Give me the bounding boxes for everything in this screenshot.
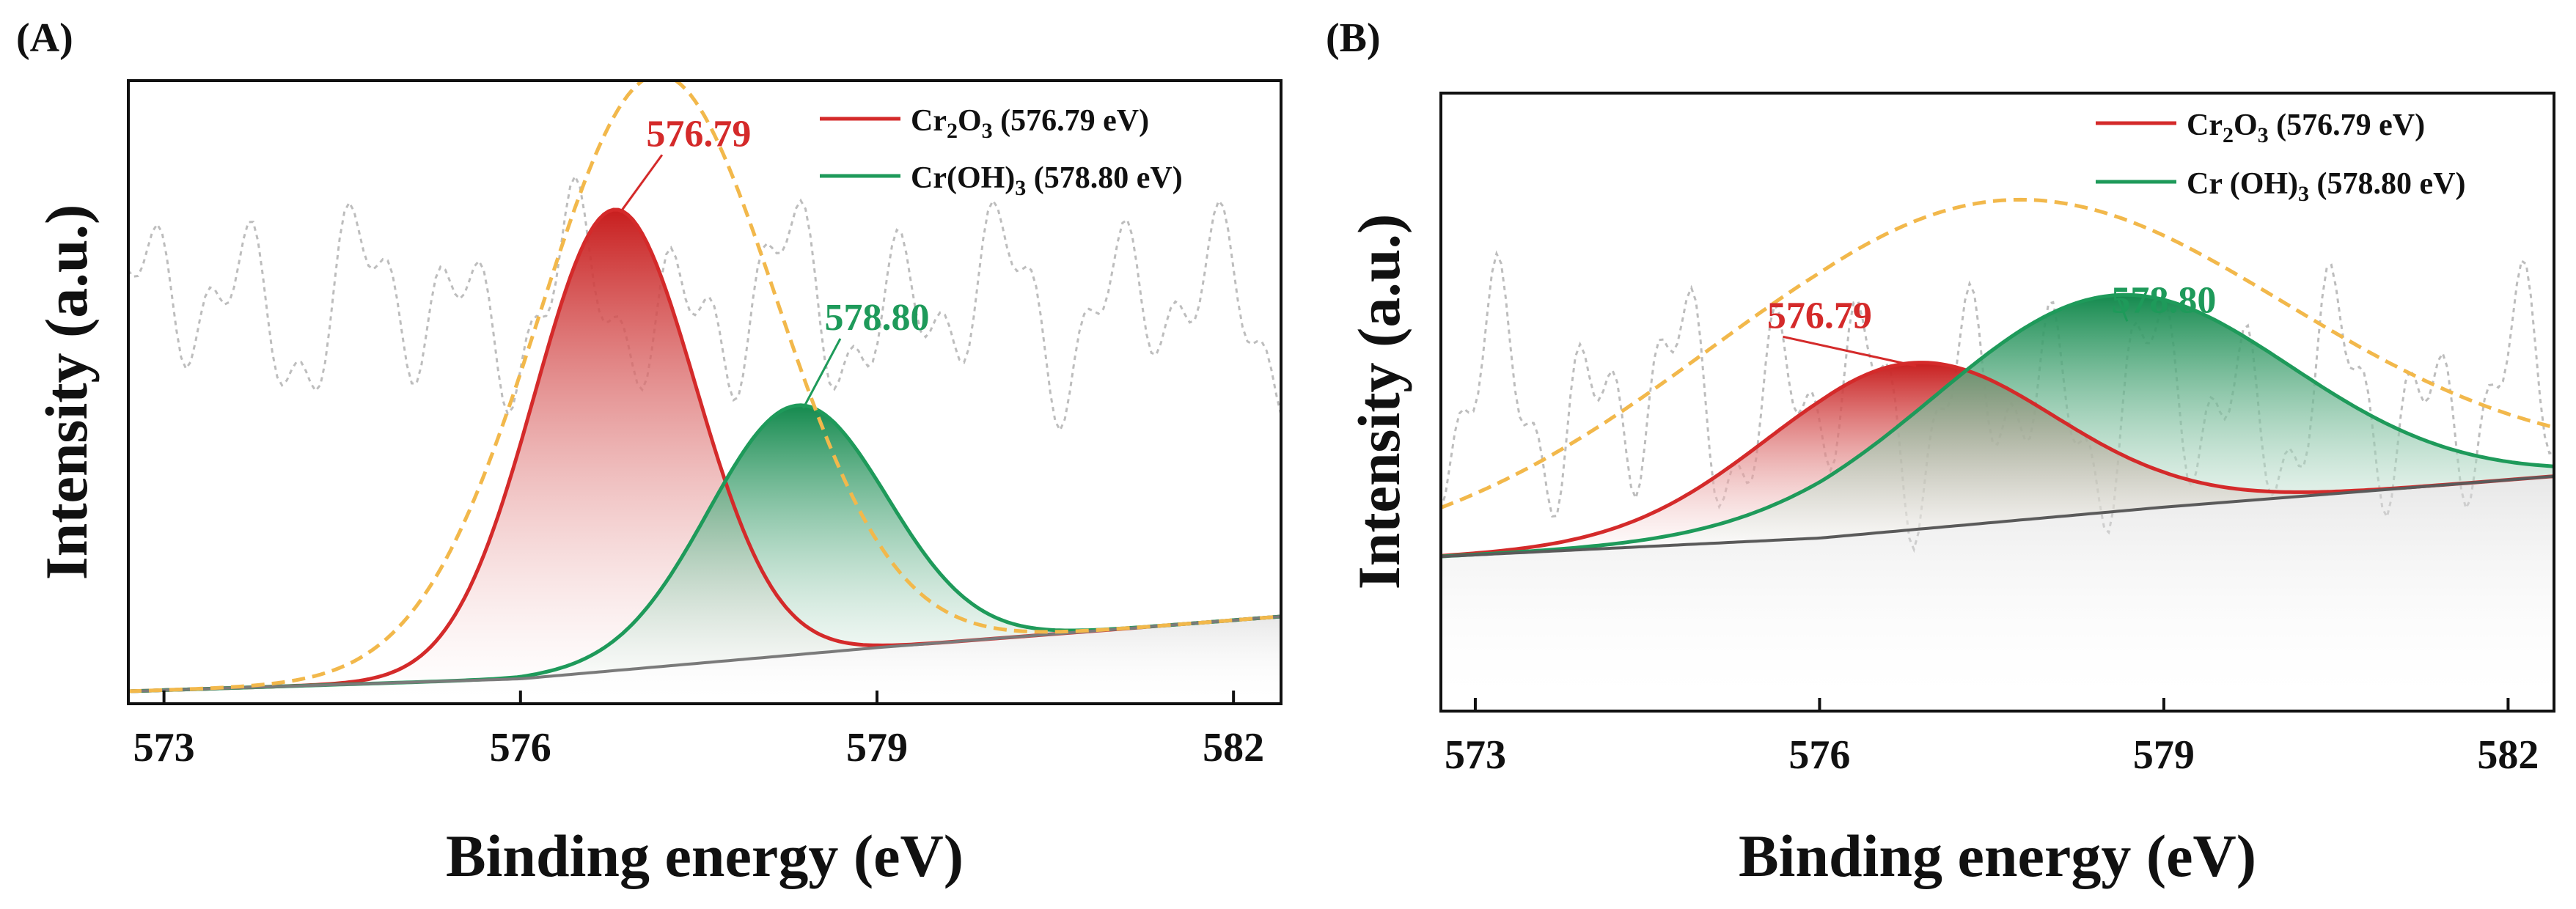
- panel-b-baseline-fill: [1441, 476, 2554, 711]
- panel-b: (B) 573 576 579 582 Binding energy (eV) Int…: [1326, 15, 2555, 889]
- panel-a-baseline-line: [128, 615, 1281, 693]
- panel-a-croh3-peak-fill: [128, 405, 1281, 691]
- panel-a-croh3-label-pointer: [802, 338, 842, 409]
- panel-b-croh3-label-pointer: [2117, 298, 2129, 322]
- panel-b-cr2o3-label-pointer: [1783, 335, 1917, 367]
- panel-a-x-tick-label: 579: [846, 725, 908, 770]
- panel-b-legend: Cr2O3 (576.79 eV) Cr (OH)3 (578.80 eV): [2096, 108, 2465, 206]
- panel-b-x-axis: 573 576 579 582: [1445, 698, 2539, 778]
- panel-b-croh3-peak-line: [1441, 292, 2554, 559]
- panel-b-y-axis-label: Intensity (a.u.): [1346, 214, 1412, 590]
- panel-b-baseline-line: [1441, 474, 2554, 559]
- panel-a-cr2o3-peak-label: 576.79: [646, 113, 751, 155]
- panel-b-legend-cr2o3-label: Cr2O3 (576.79 eV): [2187, 108, 2425, 147]
- panel-b-label: (B): [1326, 15, 1381, 61]
- panel-b-plot-frame: [1439, 92, 2555, 713]
- panel-a-x-axis-label: Binding energy (eV): [446, 822, 964, 889]
- panel-a-y-axis-label: Intensity (a.u.): [33, 205, 100, 581]
- panel-b-legend-croh3-label: Cr (OH)3 (578.80 eV): [2187, 167, 2465, 206]
- panel-b-x-axis-label: Binding energy (eV): [1739, 822, 2256, 889]
- panel-a-legend-cr2o3-label: Cr2O3 (576.79 eV): [911, 104, 1149, 143]
- panel-a-legend: Cr2O3 (576.79 eV) Cr(OH)3 (578.80 eV): [820, 104, 1183, 200]
- panel-b-envelope-line: [1441, 197, 2554, 509]
- panel-a-x-tick-label: 573: [133, 725, 195, 770]
- panel-a-legend-croh3-label: Cr(OH)3 (578.80 eV): [911, 161, 1183, 200]
- panel-a-envelope-line: [128, 81, 1281, 693]
- panel-b-x-tick-label: 576: [1788, 732, 1850, 778]
- panel-a-plot-frame: [127, 79, 1283, 705]
- panel-b-x-tick-label: 582: [2477, 732, 2539, 778]
- panel-b-x-tick-label: 579: [2133, 732, 2195, 778]
- panel-b-x-tick-label: 573: [1445, 732, 1506, 778]
- panel-a-baseline-fill: [128, 617, 1281, 704]
- panel-b-plot-clip: [1441, 197, 2554, 711]
- panel-a-cr2o3-peak-fill: [128, 210, 1281, 691]
- panel-a: (A) 573 576 579 582 Binding energy (eV) Int…: [16, 15, 1283, 889]
- panel-b-cr2o3-peak-label: 576.79: [1767, 295, 1872, 336]
- panel-a-label: (A): [16, 15, 73, 61]
- panel-a-x-tick-label: 576: [490, 725, 551, 770]
- panel-a-croh3-peak-label: 578.80: [824, 297, 929, 339]
- panel-b-croh3-peak-label: 578.80: [2111, 279, 2216, 321]
- panel-a-plot-clip: [128, 81, 1281, 704]
- panel-a-x-tick-label: 582: [1203, 725, 1264, 770]
- panel-a-raw-data-line: [128, 173, 1281, 433]
- panel-a-x-axis: 573 576 579 582: [133, 691, 1264, 770]
- panel-a-cr2o3-label-pointer: [619, 154, 664, 213]
